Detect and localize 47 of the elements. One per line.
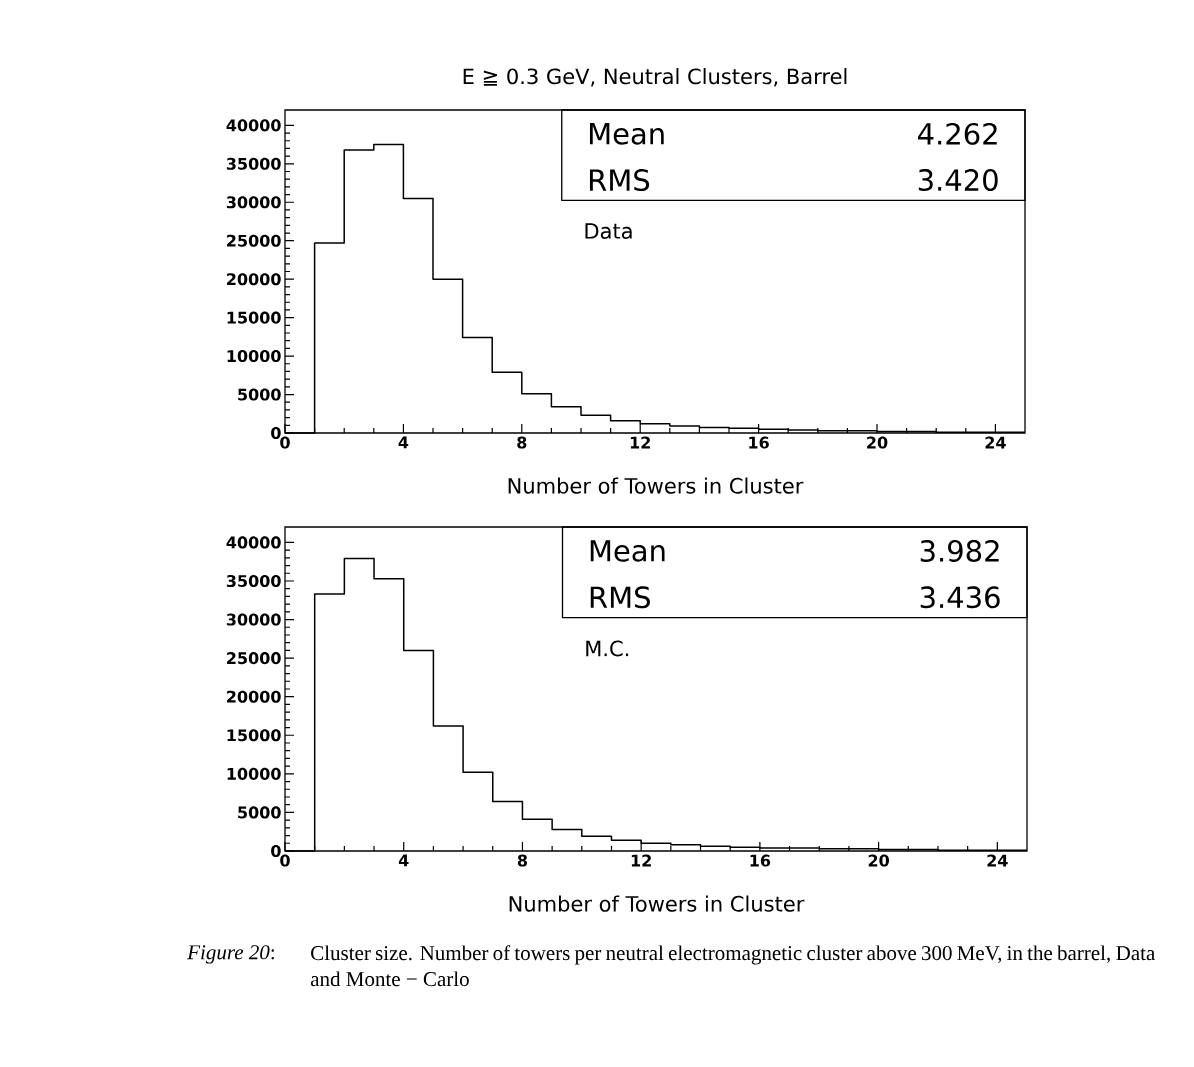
y-tick-label: 5000 — [238, 806, 281, 819]
y-tick-label: 35000 — [226, 157, 281, 170]
annotation: 3.436 — [920, 586, 1000, 609]
chart-title: E ≧ 0.3 GeV, Neutral Clusters, Barrel — [463, 68, 847, 87]
x-tick-label: 4 — [398, 436, 409, 449]
annotation: M.C. — [586, 640, 629, 657]
y-tick-label: 40000 — [226, 119, 281, 132]
x-axis-title: Number of Towers in Cluster — [509, 895, 805, 912]
x-axis-title: Number of Towers in Cluster — [508, 477, 804, 494]
y-tick-label: 25000 — [227, 652, 281, 665]
x-tick-label: 12 — [631, 854, 651, 867]
y-tick-label: 0 — [271, 844, 281, 858]
y-tick-label: 35000 — [226, 574, 281, 588]
text: Cluster size. Number of towers per neutral electromagnetic cluster above 300 MeV, in the barrel, Data and Monte − Carlo — [310, 945, 1156, 987]
annotation: 4.262 — [918, 122, 997, 145]
x-tick-label: 16 — [750, 854, 771, 867]
y-tick-label: 15000 — [227, 729, 281, 742]
y-tick-label: 15000 — [227, 311, 281, 324]
x-tick-label: 20 — [867, 436, 888, 449]
y-tick-label: 20000 — [227, 690, 281, 703]
annotation: RMS — [589, 169, 650, 192]
y-tick-label: 25000 — [227, 234, 281, 247]
x-tick-label: 4 — [398, 854, 409, 867]
x-tick-label: 12 — [630, 436, 650, 449]
y-tick-label: 20000 — [227, 273, 281, 286]
x-tick-label: 0 — [280, 436, 290, 449]
y-tick-label: 30000 — [226, 613, 281, 626]
annotation: Mean — [590, 540, 665, 562]
x-tick-label: 8 — [517, 436, 527, 449]
x-tick-label: 16 — [749, 436, 769, 449]
y-tick-label: 30000 — [226, 196, 281, 209]
x-tick-label: 24 — [985, 436, 1006, 449]
annotation: 3.982 — [920, 540, 999, 562]
y-tick-label: 10000 — [227, 350, 281, 363]
y-tick-label: 5000 — [238, 388, 281, 401]
annotation: Mean — [589, 123, 664, 145]
y-tick-label: 0 — [271, 426, 281, 440]
annotation: RMS — [590, 586, 650, 609]
annotation: 3.420 — [918, 169, 998, 192]
x-tick-label: 0 — [280, 854, 290, 867]
annotation: Data — [585, 223, 632, 239]
y-tick-label: 40000 — [226, 536, 281, 549]
x-tick-label: 8 — [517, 854, 528, 867]
text: Figure 20: — [187, 945, 274, 964]
x-tick-label: 20 — [868, 854, 889, 867]
y-tick-label: 10000 — [227, 767, 281, 780]
x-tick-label: 24 — [987, 854, 1008, 867]
